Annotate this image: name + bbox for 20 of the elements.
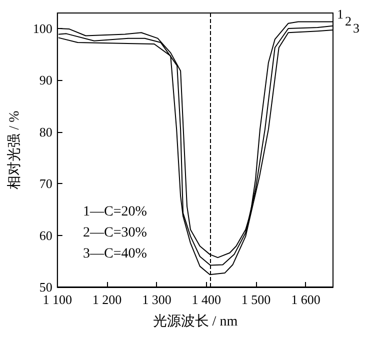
x-axis-title: 光源波长 / nm: [152, 314, 238, 330]
y-tick-label: 80: [39, 124, 52, 140]
x-tick-label: 1 300: [142, 292, 172, 307]
y-tick-label: 70: [39, 176, 52, 192]
series-label: 2: [345, 13, 352, 28]
x-tick-label: 1 600: [291, 292, 320, 307]
series-label: 1: [337, 6, 344, 22]
x-tick-label: 1 200: [92, 292, 122, 307]
y-axis-title: 相对光强 / %: [6, 110, 22, 190]
y-tick-label: 90: [39, 72, 52, 88]
y-tick-label: 60: [39, 228, 52, 243]
series-label: 3: [353, 20, 360, 36]
annotation: 3—C=40%: [83, 246, 148, 262]
annotation: 1—C=20%: [83, 204, 148, 220]
x-tick-label: 1 400: [192, 292, 221, 307]
y-tick-label: 50: [39, 280, 52, 294]
x-tick-label: 1 500: [241, 292, 271, 307]
annotation: 2—C=30%: [83, 226, 148, 240]
x-tick-label: 1 100: [42, 292, 72, 307]
y-tick-label: 100: [32, 21, 52, 36]
